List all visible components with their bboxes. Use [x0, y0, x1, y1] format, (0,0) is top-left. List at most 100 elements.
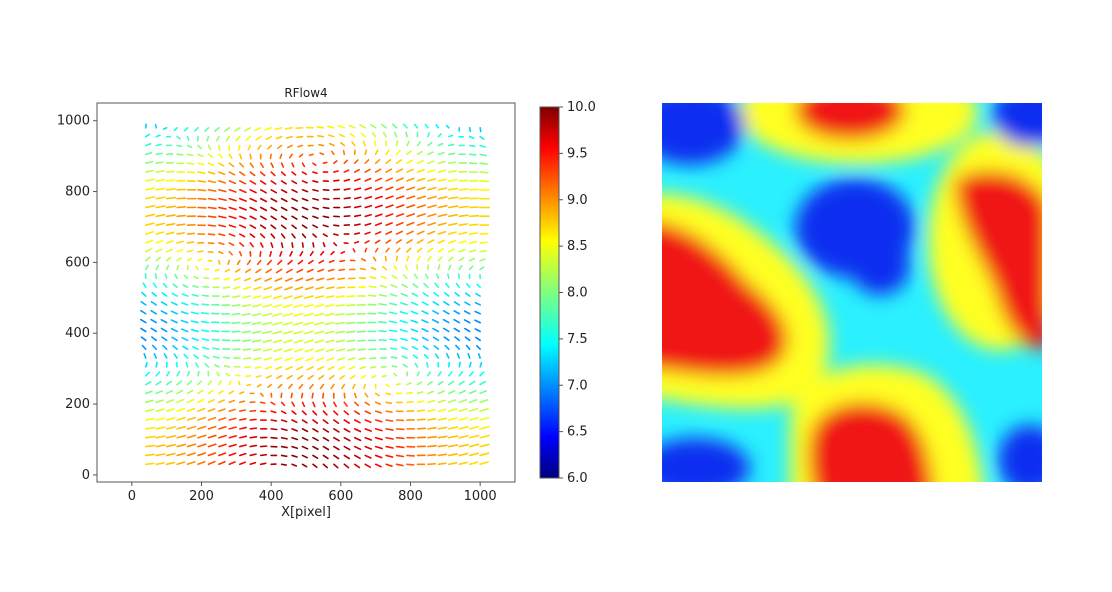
vector-arrow	[140, 327, 147, 333]
vector-arrow	[448, 399, 457, 404]
vector-arrow	[270, 428, 278, 431]
vector-arrow	[227, 259, 231, 265]
vector-arrow	[182, 284, 189, 288]
vector-arrow	[176, 461, 186, 466]
vector-arrow	[218, 224, 227, 228]
vector-arrow	[326, 277, 335, 281]
vector-arrow	[382, 131, 387, 138]
vector-arrow	[442, 318, 450, 324]
vector-arrow	[477, 353, 481, 359]
vector-arrow	[180, 328, 189, 333]
vector-arrow	[303, 339, 314, 344]
vector-arrow	[437, 371, 442, 377]
vector-arrow	[406, 230, 414, 235]
vector-arrow	[458, 257, 465, 262]
vector-arrow	[251, 330, 262, 334]
vector-arrow	[444, 282, 450, 288]
vector-arrow	[479, 135, 485, 140]
vector-arrow	[259, 188, 267, 194]
vector-arrow	[335, 295, 346, 298]
vector-arrow	[416, 186, 426, 191]
vector-arrow	[293, 339, 304, 344]
vector-arrow	[287, 144, 293, 149]
vector-arrow	[325, 295, 335, 299]
vector-arrow	[314, 295, 325, 299]
vector-arrow	[395, 195, 405, 200]
vector-arrow	[464, 336, 471, 342]
vector-arrow	[468, 126, 472, 133]
vector-arrow	[243, 357, 252, 360]
vector-arrow	[280, 162, 285, 168]
vector-arrow	[463, 310, 471, 315]
vector-arrow	[165, 443, 176, 448]
red-region	[662, 222, 788, 376]
vector-arrow	[162, 282, 168, 288]
vector-arrow	[370, 266, 377, 271]
vector-arrow	[155, 426, 166, 430]
vector-arrow	[468, 144, 476, 148]
vector-arrow	[364, 410, 372, 415]
vector-arrow	[296, 268, 304, 273]
vector-arrow	[162, 126, 168, 130]
vector-arrow	[301, 206, 309, 211]
vector-arrow	[272, 321, 283, 326]
vector-arrow	[254, 126, 262, 132]
vector-arrow	[402, 274, 408, 280]
vector-arrow	[144, 462, 155, 466]
vector-arrow	[304, 295, 314, 299]
vector-arrow	[312, 419, 319, 424]
y-axis: 0 200 400 600 800 1000	[57, 114, 97, 483]
vector-arrow	[479, 443, 490, 448]
vector-arrow	[249, 242, 254, 248]
vector-arrow	[406, 221, 415, 227]
vector-arrow	[464, 301, 471, 306]
quiver-plot: RFlow4 0 200 400 600 800 1000 0 200 400 600 800 10…	[57, 86, 516, 520]
vector-arrow	[427, 239, 435, 244]
vector-arrow	[197, 425, 207, 430]
vector-arrow	[436, 273, 440, 280]
vector-arrow	[253, 357, 262, 361]
vector-arrow	[249, 453, 257, 457]
colorbar-tick-label: 10.0	[567, 100, 596, 115]
vector-arrow	[176, 425, 187, 430]
vector-arrow	[231, 312, 241, 316]
vector-arrow	[363, 383, 367, 390]
vector-arrow	[374, 454, 383, 459]
vector-arrow	[322, 454, 329, 460]
vector-arrow	[249, 162, 255, 168]
vector-arrow	[385, 463, 393, 467]
vector-arrow	[207, 197, 217, 201]
vector-arrow	[259, 401, 266, 404]
vector-arrow	[162, 344, 168, 350]
vector-arrow	[155, 408, 165, 412]
vector-arrow	[406, 391, 413, 395]
vector-arrow	[381, 123, 387, 129]
vector-arrow	[197, 250, 204, 253]
vector-arrow	[311, 392, 314, 399]
vector-arrow	[468, 249, 477, 253]
vector-arrow	[270, 180, 277, 185]
vector-arrow	[259, 197, 268, 203]
vector-arrow	[291, 233, 296, 239]
vector-arrow	[207, 408, 216, 412]
vector-arrow	[291, 206, 298, 211]
vector-arrow	[301, 428, 309, 433]
vector-arrow	[292, 321, 304, 326]
vector-arrow	[239, 461, 246, 466]
vector-arrow	[176, 264, 180, 271]
vector-arrow	[176, 206, 187, 209]
vector-arrow	[402, 123, 408, 129]
vector-arrow	[144, 239, 154, 244]
vector-arrow	[448, 205, 459, 209]
vector-arrow	[427, 169, 436, 173]
vector-arrow	[270, 233, 276, 239]
vector-arrow	[214, 126, 220, 132]
vector-arrow	[458, 389, 467, 395]
vector-arrow	[186, 452, 196, 457]
vector-arrow	[176, 135, 181, 140]
red-region	[795, 103, 905, 140]
vector-arrow	[140, 336, 147, 342]
x-axis-label: X[pixel]	[281, 505, 331, 520]
vector-arrow	[280, 188, 288, 194]
vector-arrow	[190, 320, 199, 324]
